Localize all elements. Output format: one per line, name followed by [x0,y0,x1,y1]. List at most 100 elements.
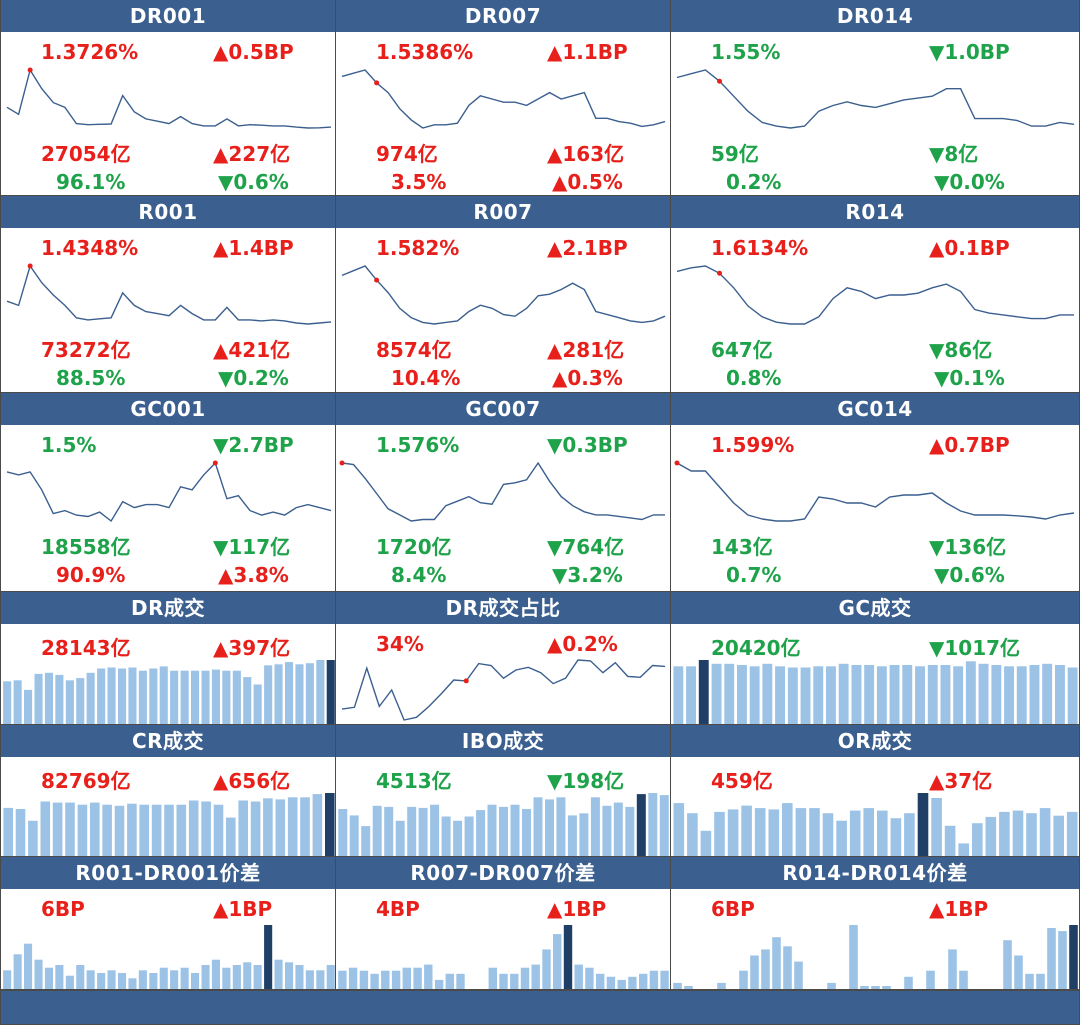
bar [574,964,583,989]
bar [849,810,861,856]
bar [673,666,684,724]
bar [972,823,983,856]
bar [596,973,605,989]
bar [312,794,323,856]
bar [149,668,158,724]
bar [959,970,968,989]
bar [24,943,33,989]
rate-change: ▲1.4BP [213,236,294,260]
bar [55,674,64,724]
latest-marker [674,460,680,466]
latest-marker [212,460,218,466]
bar [741,805,752,856]
bar [15,809,26,856]
bar [761,949,770,989]
panel-ibo-volume: IBO成交 4513亿 ▼198亿 [336,725,671,857]
rate-line-chart [676,69,1075,129]
share-line-chart [341,659,666,721]
bar [613,802,623,856]
series-line [676,462,1075,522]
bar [826,666,836,724]
panel-title: R014 [671,196,1079,228]
bar-latest [917,793,929,856]
bar [264,665,273,724]
bar [44,672,53,724]
latest-marker [717,78,723,84]
rate-change: ▲0.5BP [213,40,294,64]
latest-marker [339,460,345,466]
latest-marker [27,263,33,269]
latest-marker [374,277,380,283]
bar [40,801,51,856]
bar [107,970,116,989]
bar [44,967,53,989]
bar [522,809,531,856]
bar [944,825,956,856]
bar [1012,810,1024,856]
rate-line-chart [6,263,332,325]
rate-value: 1.4348% [41,236,139,260]
volume-change: ▼117亿 [213,535,291,559]
value: 6BP [711,897,755,921]
bar [348,967,358,989]
bar [211,959,220,989]
latest-marker [27,67,33,73]
bar [424,964,433,989]
bar [191,973,200,989]
rate-value: 1.3726% [41,40,139,64]
change: ▼198亿 [547,769,625,793]
bar [1003,940,1012,989]
bar [531,964,540,989]
rate-value: 1.6134% [711,236,809,260]
panel-dr014: DR014 1.55% ▼1.0BP 59亿 ▼8亿 0.2% ▼0.0% [671,0,1080,196]
bar [128,667,137,724]
bar [316,660,325,724]
bar [464,816,474,856]
bar [795,808,807,856]
value: 34% [376,632,424,656]
bar [24,689,33,724]
bar [822,813,834,856]
bar [813,666,824,724]
bar [180,967,189,989]
bar [1029,665,1040,724]
volume-value: 8574亿 [376,338,452,362]
panel-r007-dr007-spread: R007-DR007价差 4BP ▲1BP [336,857,671,990]
bar [138,970,147,989]
bar [76,965,85,989]
series-line [341,265,666,325]
change: ▲37亿 [929,769,993,793]
bar [542,949,551,989]
panel-title: CR成交 [1,725,335,757]
bar [287,797,298,856]
bar [904,813,915,856]
bar [201,670,210,724]
rate-value: 1.5% [41,433,97,457]
panel-title: DR成交占比 [336,592,670,624]
bar [1058,931,1067,989]
series-line [341,461,665,522]
bar [139,804,149,856]
bar [107,667,116,724]
panel-title: DR成交 [1,592,335,624]
bar [3,807,14,856]
panel-r007: R007 1.582% ▲2.1BP 8574亿 ▲281亿 10.4% ▲0.3% [336,196,671,393]
bar [52,802,63,856]
bar [176,804,187,856]
rate-line-chart [341,69,666,129]
bar [263,798,273,856]
bar [370,973,379,989]
bar [285,662,294,724]
volume-bar-chart [673,925,1078,989]
bar [226,817,236,856]
volume-value: 18558亿 [41,535,131,559]
rate-value: 1.5386% [376,40,474,64]
bar [201,801,211,856]
bar [128,978,137,989]
bar [338,809,348,856]
bar [300,797,310,856]
bar [499,973,508,989]
rate-value: 1.582% [376,236,460,260]
bar [250,801,261,856]
bar [102,804,112,856]
